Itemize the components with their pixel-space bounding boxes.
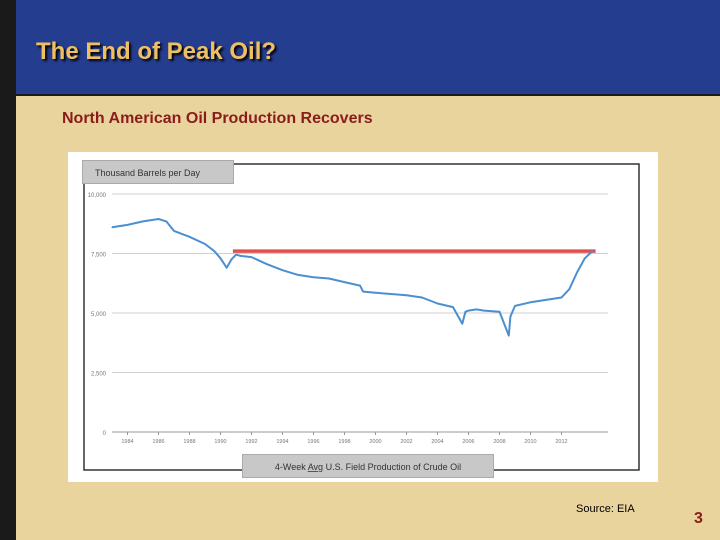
y-tick-label: 2,500 bbox=[91, 372, 107, 378]
y-tick-label: 0 bbox=[103, 431, 107, 437]
series-point bbox=[591, 250, 594, 252]
series-point bbox=[165, 220, 167, 222]
caption-underlined: Avg bbox=[307, 462, 324, 472]
series-line bbox=[111, 218, 594, 337]
x-tick-label: 2012 bbox=[555, 439, 567, 445]
series-point bbox=[498, 311, 501, 313]
x-tick-label: 1988 bbox=[183, 439, 195, 445]
y-axis-label-text: Thousand Barrels per Day bbox=[95, 168, 201, 178]
series-point bbox=[436, 302, 439, 305]
series-point bbox=[126, 224, 129, 226]
series-point bbox=[390, 293, 392, 295]
series-point bbox=[230, 258, 232, 261]
page-number: 3 bbox=[694, 510, 703, 527]
series-point bbox=[204, 243, 206, 245]
series-point bbox=[374, 292, 377, 294]
oil-production-chart: 0 2,500 5,000 7,500 10,000 1984 1986 1988 1990 19… bbox=[83, 163, 640, 471]
series-point bbox=[226, 267, 228, 269]
series-point bbox=[509, 316, 511, 318]
series-point bbox=[173, 230, 175, 232]
x-tick-label: 1992 bbox=[245, 439, 257, 445]
series-point bbox=[545, 299, 547, 301]
x-tick-label: 1996 bbox=[307, 439, 319, 445]
chart-caption: 4-Week Avg U.S. Field Production of Crud… bbox=[242, 454, 494, 478]
series-point bbox=[142, 220, 144, 222]
series-point bbox=[213, 250, 215, 252]
series-point bbox=[475, 308, 477, 310]
x-tick-label: 2006 bbox=[462, 439, 474, 445]
left-edge-bar bbox=[0, 0, 16, 540]
series-point bbox=[529, 301, 532, 303]
series-point bbox=[188, 236, 191, 238]
series-point bbox=[240, 255, 242, 257]
series-point bbox=[359, 285, 361, 287]
series-point bbox=[483, 310, 485, 312]
x-tick-label: 1986 bbox=[152, 439, 164, 445]
series-point bbox=[405, 294, 408, 296]
series-point bbox=[250, 256, 253, 258]
slide-title: The End of Peak Oil? bbox=[36, 38, 277, 65]
title-banner: The End of Peak Oil? bbox=[16, 0, 720, 96]
series-point bbox=[312, 276, 315, 278]
series-point bbox=[281, 269, 284, 271]
x-tick-label: 1990 bbox=[214, 439, 226, 445]
series-point bbox=[461, 323, 463, 325]
series-point bbox=[328, 277, 330, 280]
series-point bbox=[362, 291, 364, 293]
series-point bbox=[508, 335, 510, 337]
x-tick-label: 1984 bbox=[121, 439, 133, 445]
series-point bbox=[467, 310, 470, 312]
caption-suffix: U.S. Field Production of Crude Oil bbox=[323, 462, 462, 472]
x-tick-label: 1998 bbox=[338, 439, 350, 445]
x-tick-label: 2000 bbox=[369, 439, 381, 445]
series-point bbox=[111, 226, 113, 228]
series-point bbox=[235, 254, 237, 256]
series-point bbox=[452, 306, 454, 308]
y-tick-label: 7,500 bbox=[91, 253, 107, 259]
slide-subtitle: North American Oil Production Recovers bbox=[62, 110, 373, 127]
series-point bbox=[266, 263, 268, 265]
x-tick-label: 2002 bbox=[400, 439, 412, 445]
source-note: Source: EIA bbox=[576, 503, 635, 515]
series-point bbox=[584, 257, 586, 259]
x-tick-label: 2008 bbox=[493, 439, 505, 445]
plot-frame bbox=[83, 163, 640, 471]
series-point bbox=[297, 274, 299, 276]
y-tick-label: 5,000 bbox=[91, 312, 107, 318]
caption-prefix: 4-Week bbox=[274, 462, 308, 472]
y-axis-label: Thousand Barrels per Day bbox=[82, 160, 234, 184]
series-point bbox=[560, 296, 563, 299]
x-tick-label: 2004 bbox=[431, 439, 443, 445]
x-tick-label: 1994 bbox=[276, 439, 288, 445]
x-tick-label: 2010 bbox=[524, 439, 536, 445]
series-point bbox=[421, 296, 423, 299]
series-point bbox=[568, 288, 570, 290]
series-point bbox=[464, 311, 466, 313]
series-point bbox=[219, 257, 222, 259]
series-point bbox=[576, 271, 578, 274]
series-point bbox=[343, 281, 346, 283]
series-point bbox=[511, 312, 513, 314]
series-point bbox=[514, 305, 516, 307]
y-tick-label: 10,000 bbox=[88, 193, 107, 199]
series-point bbox=[157, 218, 160, 220]
